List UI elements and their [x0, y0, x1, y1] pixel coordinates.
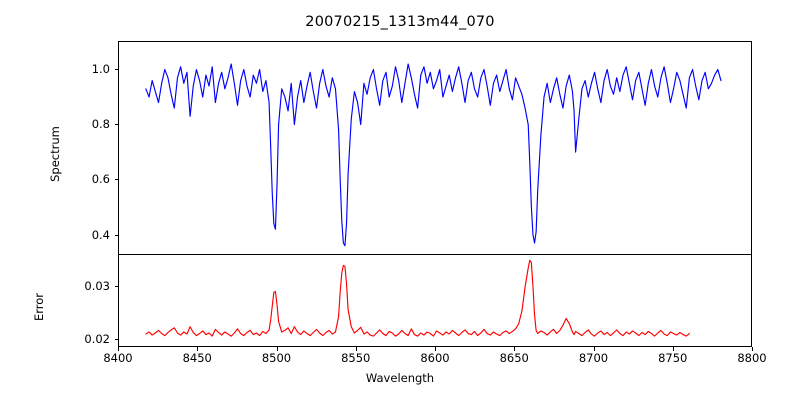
x-tick-label: 8800: [737, 351, 767, 365]
y-tick-label: 0.03: [84, 278, 110, 293]
spectrum-plot-area: [119, 42, 751, 254]
x-tick-mark: [197, 347, 199, 351]
y-tick-mark: [114, 285, 118, 287]
x-tick-label: 8400: [103, 351, 133, 365]
page-title: 20070215_1313m44_070: [305, 14, 495, 30]
x-tick-label: 8650: [499, 351, 529, 365]
error-plot-area: [119, 255, 751, 346]
x-axis-label: Wavelength: [365, 371, 435, 385]
error-axes: [118, 254, 752, 347]
x-tick-mark: [672, 347, 674, 351]
y-tick-label: 0.02: [84, 332, 110, 347]
y-tick-label: 1.0: [91, 61, 110, 76]
spectrum-data-line: [146, 64, 721, 246]
x-tick-mark: [435, 347, 436, 351]
x-tick-label: 8600: [420, 351, 450, 365]
y-tick-mark: [114, 179, 118, 181]
x-tick-label: 8500: [261, 351, 292, 365]
x-tick-mark: [752, 347, 753, 351]
x-tick-label: 8450: [182, 351, 212, 365]
y-tick-mark: [114, 68, 118, 70]
y-tick-label: 0.6: [91, 172, 110, 187]
error-y-axis-label: Error: [32, 292, 46, 322]
y-tick-label: 0.4: [91, 227, 110, 242]
x-tick-label: 8750: [658, 351, 688, 365]
y-tick-mark: [114, 339, 118, 341]
y-tick-mark: [114, 123, 118, 125]
x-tick-mark: [276, 347, 278, 351]
x-tick-mark: [593, 347, 595, 351]
x-tick-mark: [355, 347, 357, 351]
x-tick-mark: [118, 347, 119, 351]
x-tick-label: 8700: [578, 351, 609, 365]
error-data-line: [146, 260, 690, 336]
y-tick-label: 0.8: [91, 116, 110, 131]
spectrum-y-axis-label: Spectrum: [48, 126, 62, 182]
spectrum-axes: [118, 41, 752, 254]
x-tick-mark: [514, 347, 516, 351]
y-tick-mark: [114, 234, 118, 236]
x-tick-label: 8550: [341, 351, 371, 365]
